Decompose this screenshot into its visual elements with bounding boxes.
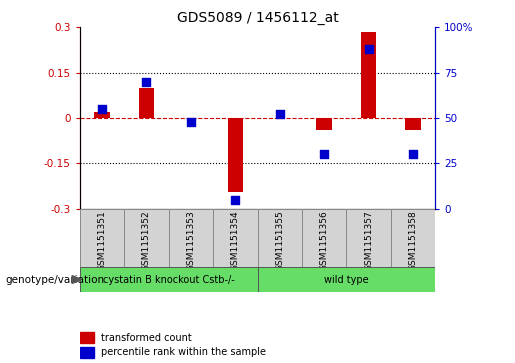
Text: cystatin B knockout Cstb-/-: cystatin B knockout Cstb-/-: [103, 274, 234, 285]
Bar: [316, 118, 332, 130]
Point: [409, 151, 417, 157]
Bar: [80, 347, 94, 358]
Text: GSM1151358: GSM1151358: [408, 211, 418, 271]
Text: GSM1151353: GSM1151353: [186, 211, 195, 271]
Point: [365, 46, 373, 52]
Point: [276, 111, 284, 117]
Text: GSM1151356: GSM1151356: [320, 211, 329, 271]
Point: [231, 197, 239, 203]
Bar: [258, 267, 435, 292]
Bar: [139, 88, 154, 118]
Bar: [80, 267, 258, 292]
Bar: [169, 209, 213, 267]
Text: GSM1151351: GSM1151351: [97, 211, 107, 271]
Point: [98, 106, 106, 112]
Point: [320, 151, 328, 157]
Text: wild type: wild type: [324, 274, 369, 285]
Bar: [80, 209, 124, 267]
Bar: [361, 32, 376, 118]
Bar: [80, 332, 94, 343]
Text: GSM1151357: GSM1151357: [364, 211, 373, 271]
Text: percentile rank within the sample: percentile rank within the sample: [101, 347, 266, 358]
Bar: [228, 118, 243, 192]
Bar: [346, 209, 391, 267]
Bar: [124, 209, 169, 267]
Text: GSM1151354: GSM1151354: [231, 211, 240, 271]
Title: GDS5089 / 1456112_at: GDS5089 / 1456112_at: [177, 11, 338, 25]
Text: genotype/variation: genotype/variation: [5, 274, 104, 285]
Text: GSM1151352: GSM1151352: [142, 211, 151, 271]
Bar: [258, 209, 302, 267]
Bar: [405, 118, 421, 130]
Text: GSM1151355: GSM1151355: [275, 211, 284, 271]
Bar: [213, 209, 258, 267]
Point: [142, 79, 150, 85]
Point: [187, 119, 195, 125]
Bar: [302, 209, 346, 267]
Bar: [391, 209, 435, 267]
Bar: [94, 112, 110, 118]
Text: transformed count: transformed count: [101, 333, 192, 343]
